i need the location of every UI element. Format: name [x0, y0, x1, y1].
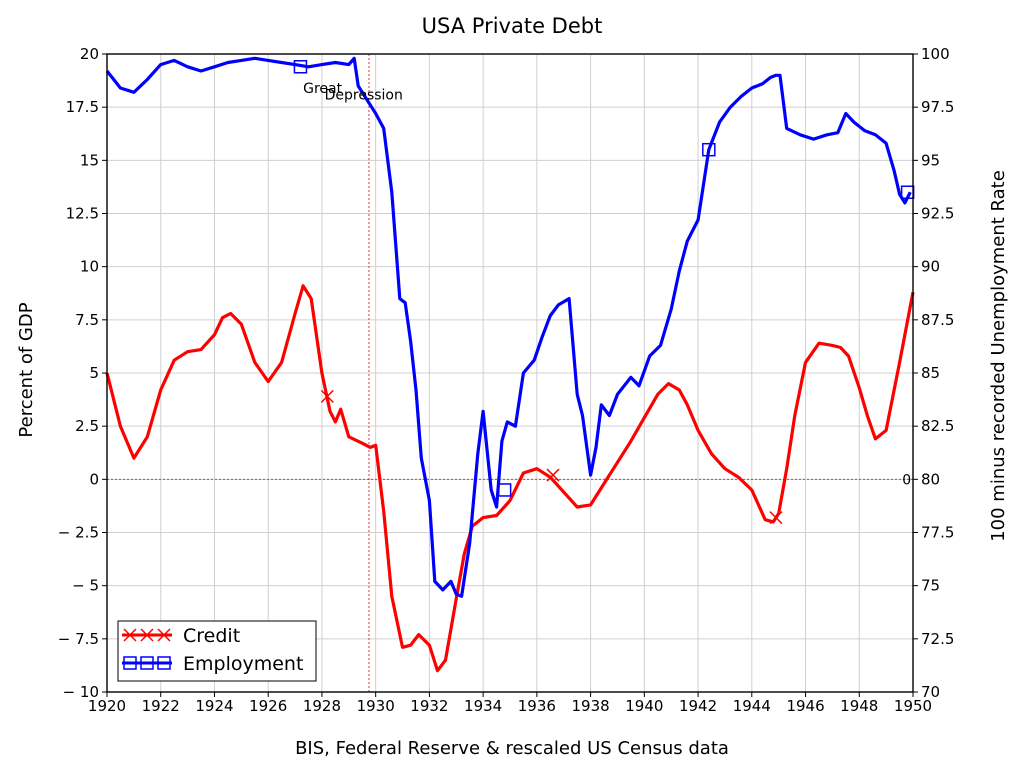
legend-marker [140, 628, 154, 642]
y-right-tick-label: 75 [921, 577, 940, 595]
y-left-tick-label: − 7.5 [58, 630, 99, 648]
y-left-tick-label: − 10 [63, 683, 99, 701]
legend-marker [157, 628, 171, 642]
x-tick-label: 1930 [357, 697, 395, 715]
series-layer [105, 56, 915, 673]
marker-credit [546, 468, 560, 482]
y-right-tick-label: 87.5 [921, 311, 954, 329]
x-tick-label: 1926 [249, 697, 287, 715]
y-left-tick-label: 10 [80, 258, 99, 276]
y-right-tick-label: 85 [921, 364, 940, 382]
y-left-tick-label: − 2.5 [58, 524, 99, 542]
x-tick-label: 1932 [410, 697, 448, 715]
y-left-tick-label: 7.5 [75, 311, 99, 329]
legend-label: Employment [183, 653, 303, 675]
y-left-tick-label: 17.5 [66, 98, 99, 116]
marker-stroke [769, 511, 783, 525]
annotation-text: 0 [902, 472, 911, 488]
annotation-text: Depression [325, 87, 403, 103]
marker-stroke [546, 468, 560, 482]
y-right-tick-label: 97.5 [921, 98, 954, 116]
y-right-tick-label: 100 [921, 45, 950, 63]
chart-title: USA Private Debt [422, 14, 603, 38]
marker-employment [497, 483, 512, 497]
marker-employment [293, 60, 308, 74]
legend-item-employment: Employment [122, 653, 303, 675]
x-tick-label: 1938 [572, 697, 610, 715]
y-left-tick-label: − 5 [72, 577, 99, 595]
marker-stroke [320, 389, 334, 403]
legend-label: Credit [183, 625, 240, 647]
y-right-tick-label: 92.5 [921, 205, 954, 223]
annotation-text: Great [303, 81, 342, 97]
y-left-tick-label: 2.5 [75, 417, 99, 435]
x-tick-label: 1924 [195, 697, 233, 715]
x-tick-label: 1928 [303, 697, 341, 715]
y-left-tick-label: 5 [89, 364, 99, 382]
legend-marker [157, 656, 171, 670]
legend-item-credit: Credit [122, 625, 240, 647]
x-tick-label: 1942 [679, 697, 717, 715]
x-tick-label: 1946 [786, 697, 824, 715]
x-axis-label: BIS, Federal Reserve & rescaled US Censu… [295, 738, 729, 759]
legend-marker [123, 628, 137, 642]
y-right-tick-label: 82.5 [921, 417, 954, 435]
y-right-tick-label: 70 [921, 683, 940, 701]
y-axis-right-label: 100 minus recorded Unemployment Rate [988, 170, 1009, 542]
y-left-tick-label: 20 [80, 45, 99, 63]
y-left-tick-label: 0 [89, 470, 99, 488]
y-right-tick-label: 77.5 [921, 524, 954, 542]
y-left-tick-label: 12.5 [66, 205, 99, 223]
x-tick-label: 1920 [88, 697, 126, 715]
y-left-tick-label: 15 [80, 151, 99, 169]
legend-marker [140, 656, 154, 670]
series-line-credit [105, 284, 915, 673]
y-right-tick-label: 90 [921, 258, 940, 276]
x-tick-label: 1934 [464, 697, 502, 715]
series-line-employment [105, 56, 912, 598]
tick-labels: 1920 1922 1924 1926 1928 1930 1932 1934 1936 1938… [58, 45, 955, 715]
grid [106, 53, 914, 693]
x-tick-label: 1936 [518, 697, 556, 715]
marker-employment [702, 142, 716, 157]
legend-marker [123, 656, 137, 670]
y-right-tick-label: 72.5 [921, 630, 954, 648]
x-tick-label: 1940 [625, 697, 663, 715]
x-tick-label: 1950 [894, 697, 932, 715]
x-tick-label: 1922 [142, 697, 180, 715]
y-axis-left-label: Percent of GDP [16, 302, 37, 437]
x-tick-label: 1948 [840, 697, 878, 715]
marker-credit [769, 511, 783, 525]
marker-credit [320, 389, 334, 403]
legend: Credit Employment [117, 620, 317, 682]
y-right-tick-label: 95 [921, 151, 940, 169]
y-right-tick-label: 80 [921, 470, 940, 488]
x-tick-label: 1944 [733, 697, 771, 715]
